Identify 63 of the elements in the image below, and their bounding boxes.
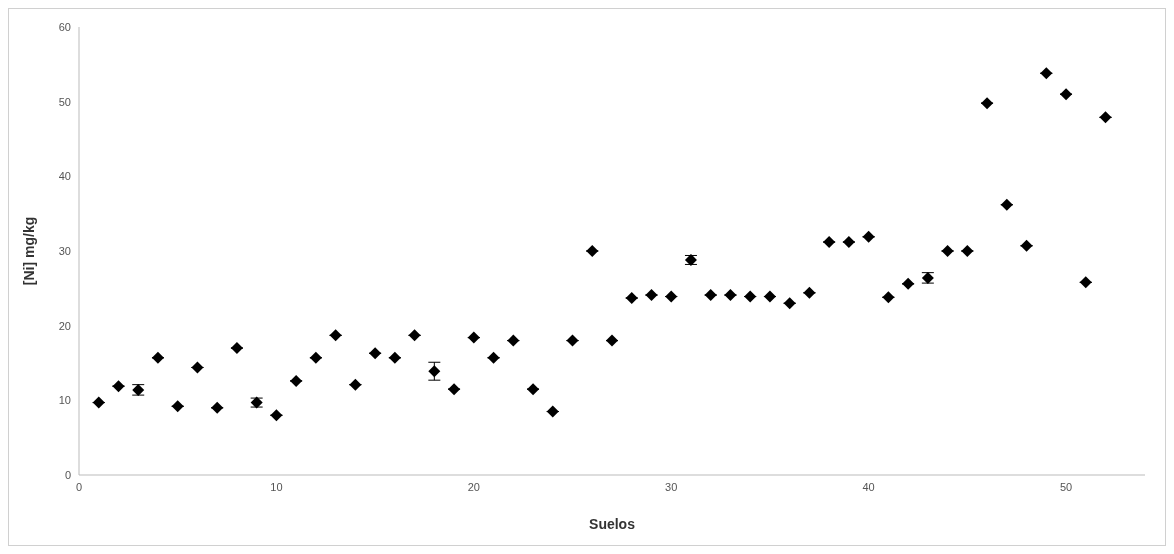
point	[546, 405, 559, 418]
x-tick-label: 50	[1059, 480, 1073, 493]
point	[369, 347, 382, 360]
point	[724, 289, 737, 302]
y-tick-label: 50	[58, 95, 71, 108]
point	[665, 290, 678, 303]
point	[981, 97, 994, 110]
point	[270, 409, 283, 422]
point	[92, 396, 105, 409]
point	[783, 297, 796, 310]
point	[1099, 111, 1112, 124]
point	[211, 401, 224, 414]
x-tick-label: 30	[665, 480, 678, 493]
point	[448, 383, 461, 396]
point	[763, 290, 776, 303]
point	[230, 342, 243, 355]
point	[744, 290, 757, 303]
y-tick-label: 20	[58, 319, 71, 332]
y-tick-label: 0	[64, 468, 71, 481]
point	[112, 380, 125, 393]
y-tick-label: 40	[58, 170, 71, 183]
point	[487, 351, 500, 364]
point	[527, 383, 540, 396]
point	[1040, 67, 1053, 80]
y-tick-label: 10	[58, 394, 71, 407]
point	[309, 351, 322, 364]
point	[882, 291, 895, 304]
y-tick-label: 30	[58, 244, 71, 257]
point	[645, 289, 658, 302]
x-tick-label: 0	[75, 480, 83, 493]
point	[151, 351, 164, 364]
point	[566, 334, 579, 347]
point	[941, 245, 954, 257]
y-tick-label: 60	[58, 20, 71, 33]
x-axis-title: Suelos	[589, 516, 636, 532]
point	[467, 331, 480, 344]
point	[290, 374, 303, 387]
x-tick-label: 10	[270, 480, 283, 493]
point	[961, 245, 974, 257]
y-axis-title: [Ni] mg/kg	[20, 216, 37, 286]
x-tick-label: 40	[862, 480, 875, 493]
point	[606, 334, 618, 347]
point	[704, 289, 717, 302]
point	[171, 400, 184, 413]
point	[823, 236, 836, 249]
point	[388, 351, 401, 364]
point	[1079, 276, 1092, 289]
x-tick-label: 20	[467, 480, 480, 493]
point	[586, 245, 599, 257]
point	[862, 230, 875, 243]
point	[329, 329, 342, 342]
point	[428, 365, 441, 378]
point	[803, 286, 816, 299]
point	[507, 334, 520, 347]
point	[191, 361, 204, 374]
point	[1020, 239, 1033, 252]
point	[842, 236, 855, 249]
point	[1060, 88, 1073, 101]
point	[349, 378, 362, 391]
point	[902, 277, 915, 290]
point	[625, 292, 638, 305]
point	[1000, 198, 1013, 211]
point	[408, 329, 421, 342]
